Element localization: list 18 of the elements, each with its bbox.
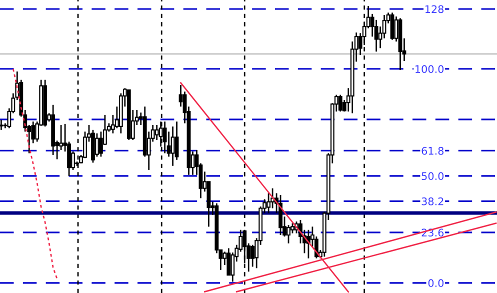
- candlestick: [51, 104, 56, 156]
- candlestick: [398, 17, 402, 71]
- candlestick: [154, 124, 159, 141]
- candlestick: [0, 119, 4, 131]
- candlestick: [230, 252, 235, 282]
- y-tick-label: 128: [425, 5, 444, 14]
- candlestick: [370, 13, 374, 38]
- line-series: [12, 68, 58, 280]
- y-tick-label: 0.0: [428, 279, 444, 288]
- candlestick: [362, 20, 366, 46]
- y-tick-label: 38.2: [422, 197, 444, 206]
- y-tick-label: 100.0: [416, 65, 444, 74]
- candlestick: [374, 19, 378, 52]
- candlestick: [110, 114, 115, 134]
- candlestick: [382, 14, 386, 40]
- candlestick: [170, 126, 175, 167]
- y-tick-label: 61.8: [422, 146, 444, 155]
- y-tick-label: 50.0: [422, 172, 444, 180]
